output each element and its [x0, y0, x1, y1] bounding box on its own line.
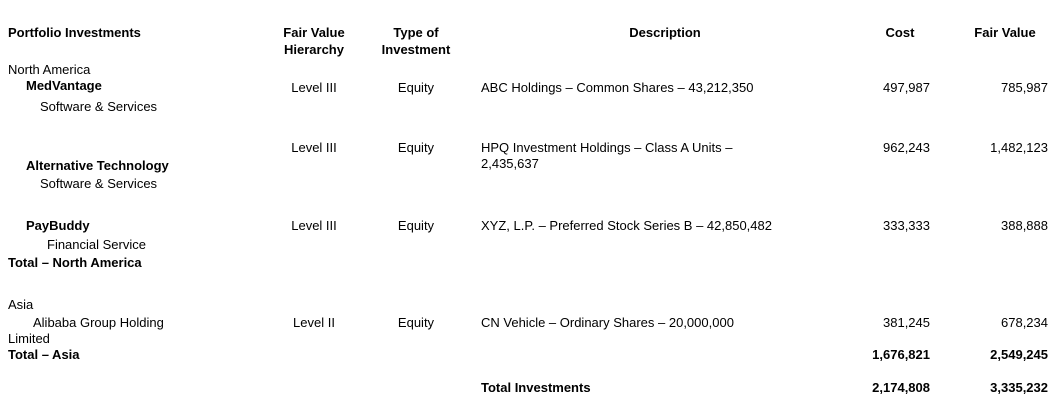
header-fair-value-hierarchy-line2: Hierarchy [284, 42, 344, 57]
total-asia-label: Total – Asia [8, 347, 80, 362]
cost-paybuddy: 333,333 [883, 218, 930, 233]
header-cost: Cost [885, 25, 915, 40]
region-north-america: North America [8, 62, 91, 77]
total-asia-cost: 1,676,821 [872, 347, 930, 362]
fair-value-medvantage: 785,987 [1001, 80, 1048, 95]
sector-paybuddy: Financial Service [47, 237, 146, 252]
fair-value-alibaba: 678,234 [1001, 315, 1048, 330]
description-medvantage: ABC Holdings – Common Shares – 43,212,35… [481, 80, 754, 95]
total-investments-label: Total Investments [481, 380, 591, 395]
cost-medvantage: 497,987 [883, 80, 930, 95]
hierarchy-medvantage: Level III [291, 80, 337, 95]
header-type-of-investment-line2: Investment [381, 42, 451, 57]
company-paybuddy: PayBuddy [26, 218, 90, 233]
company-medvantage: MedVantage [26, 78, 102, 93]
description-alternative-technology-line2: 2,435,637 [481, 156, 539, 171]
type-alibaba: Equity [397, 315, 435, 330]
hierarchy-alibaba: Level II [293, 315, 335, 330]
description-alibaba: CN Vehicle – Ordinary Shares – 20,000,00… [481, 315, 734, 330]
header-description: Description [629, 25, 701, 40]
company-alibaba-line1: Alibaba Group Holding [33, 315, 164, 330]
type-paybuddy: Equity [397, 218, 435, 233]
hierarchy-paybuddy: Level III [291, 218, 337, 233]
region-asia: Asia [8, 297, 34, 312]
sector-medvantage: Software & Services [40, 99, 158, 114]
header-type-of-investment-line1: Type of [393, 25, 439, 40]
sector-alternative-technology: Software & Services [40, 176, 158, 191]
header-portfolio-investments: Portfolio Investments [8, 25, 141, 40]
type-medvantage: Equity [397, 80, 435, 95]
hierarchy-alternative-technology: Level III [291, 140, 337, 155]
header-fair-value-hierarchy-line1: Fair Value [283, 25, 345, 40]
fair-value-paybuddy: 388,888 [1001, 218, 1048, 233]
total-asia-fair-value: 2,549,245 [990, 347, 1048, 362]
fair-value-alternative-technology: 1,482,123 [990, 140, 1048, 155]
company-alibaba-line2: Limited [8, 331, 50, 346]
company-alternative-technology: Alternative Technology [26, 158, 169, 173]
description-alternative-technology-line1: HPQ Investment Holdings – Class A Units … [481, 140, 733, 155]
description-paybuddy: XYZ, L.P. – Preferred Stock Series B – 4… [481, 218, 772, 233]
cost-alibaba: 381,245 [883, 315, 930, 330]
total-investments-cost: 2,174,808 [872, 380, 930, 395]
total-investments-fair-value: 3,335,232 [990, 380, 1048, 395]
cost-alternative-technology: 962,243 [883, 140, 930, 155]
total-north-america-label: Total – North America [8, 255, 142, 270]
header-fair-value: Fair Value [974, 25, 1036, 40]
type-alternative-technology: Equity [397, 140, 435, 155]
